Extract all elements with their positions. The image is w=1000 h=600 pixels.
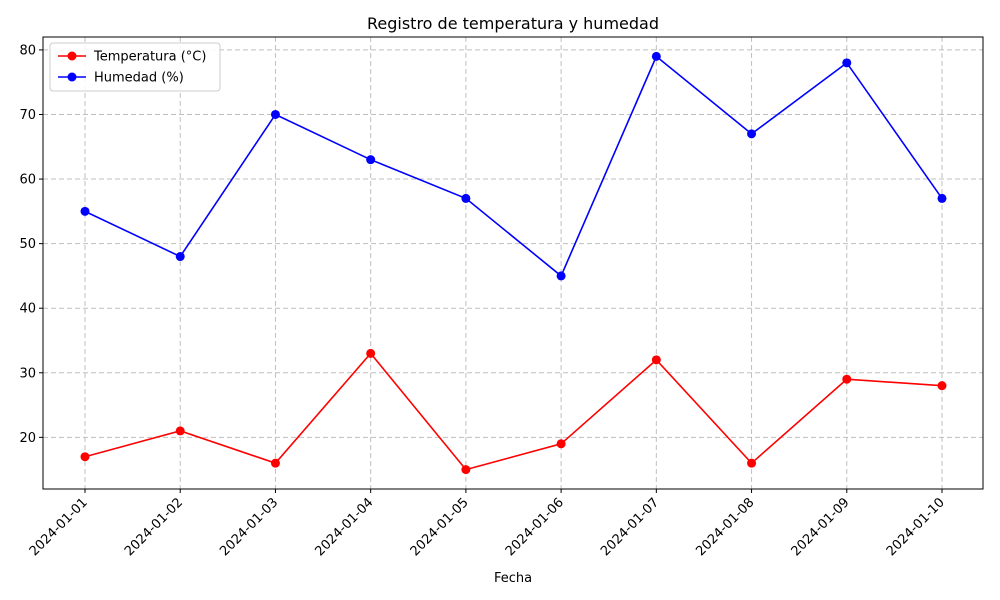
series-layer <box>80 51 947 475</box>
data-point <box>651 51 661 61</box>
chart-title: Registro de temperatura y humedad <box>367 14 659 33</box>
data-point <box>461 193 471 203</box>
legend: Temperatura (°C) Humedad (%) <box>49 42 221 92</box>
y-tick-label: 30 <box>19 366 36 381</box>
data-point <box>556 439 566 449</box>
data-point <box>175 426 185 436</box>
y-tick-label: 50 <box>19 237 36 252</box>
data-point <box>270 109 280 119</box>
legend-box <box>49 42 221 92</box>
x-tick-label: 2024-01-04 <box>312 495 376 559</box>
y-tick-label: 20 <box>19 431 36 446</box>
data-point <box>842 58 852 68</box>
x-tick-label: 2024-01-01 <box>27 495 91 559</box>
legend-marker <box>67 72 77 82</box>
y-axis-ticks: 20 30 40 50 60 70 80 <box>19 43 43 446</box>
series-temperatura <box>80 348 947 475</box>
legend-label: Temperatura (°C) <box>93 50 206 65</box>
plot-frame <box>42 36 984 490</box>
series-line <box>84 55 943 278</box>
data-point <box>80 452 90 462</box>
x-axis-label: Fecha <box>494 571 532 586</box>
y-tick-label: 40 <box>19 302 36 317</box>
legend-label: Humedad (%) <box>94 71 184 86</box>
y-tick-label: 70 <box>19 108 36 123</box>
x-tick-label: 2024-01-06 <box>503 495 567 559</box>
data-point <box>651 355 661 365</box>
x-tick-label: 2024-01-02 <box>122 495 186 559</box>
data-point <box>366 348 376 358</box>
x-tick-label: 2024-01-08 <box>693 495 757 559</box>
series-line <box>84 352 943 471</box>
data-point <box>556 271 566 281</box>
x-tick-label: 2024-01-10 <box>884 495 948 559</box>
x-axis-ticks: 2024-01-01 2024-01-02 2024-01-03 2024-01-04… <box>27 489 948 559</box>
data-point <box>461 465 471 475</box>
grid <box>43 37 983 489</box>
legend-entry: Temperatura (°C) <box>58 50 206 65</box>
x-tick-label: 2024-01-03 <box>217 495 281 559</box>
series-humedad <box>80 51 947 281</box>
data-point <box>175 252 185 262</box>
data-point <box>842 374 852 384</box>
data-point <box>366 155 376 165</box>
data-point <box>747 129 757 139</box>
x-tick-label: 2024-01-05 <box>408 495 472 559</box>
x-tick-label: 2024-01-09 <box>789 495 853 559</box>
y-tick-label: 80 <box>19 43 36 58</box>
y-tick-label: 60 <box>19 173 36 188</box>
data-point <box>80 206 90 216</box>
data-point <box>937 193 947 203</box>
legend-marker <box>67 51 77 61</box>
x-tick-label: 2024-01-07 <box>598 495 662 559</box>
data-point <box>270 458 280 468</box>
legend-entry: Humedad (%) <box>58 71 184 86</box>
data-point <box>937 381 947 391</box>
data-point <box>747 458 757 468</box>
